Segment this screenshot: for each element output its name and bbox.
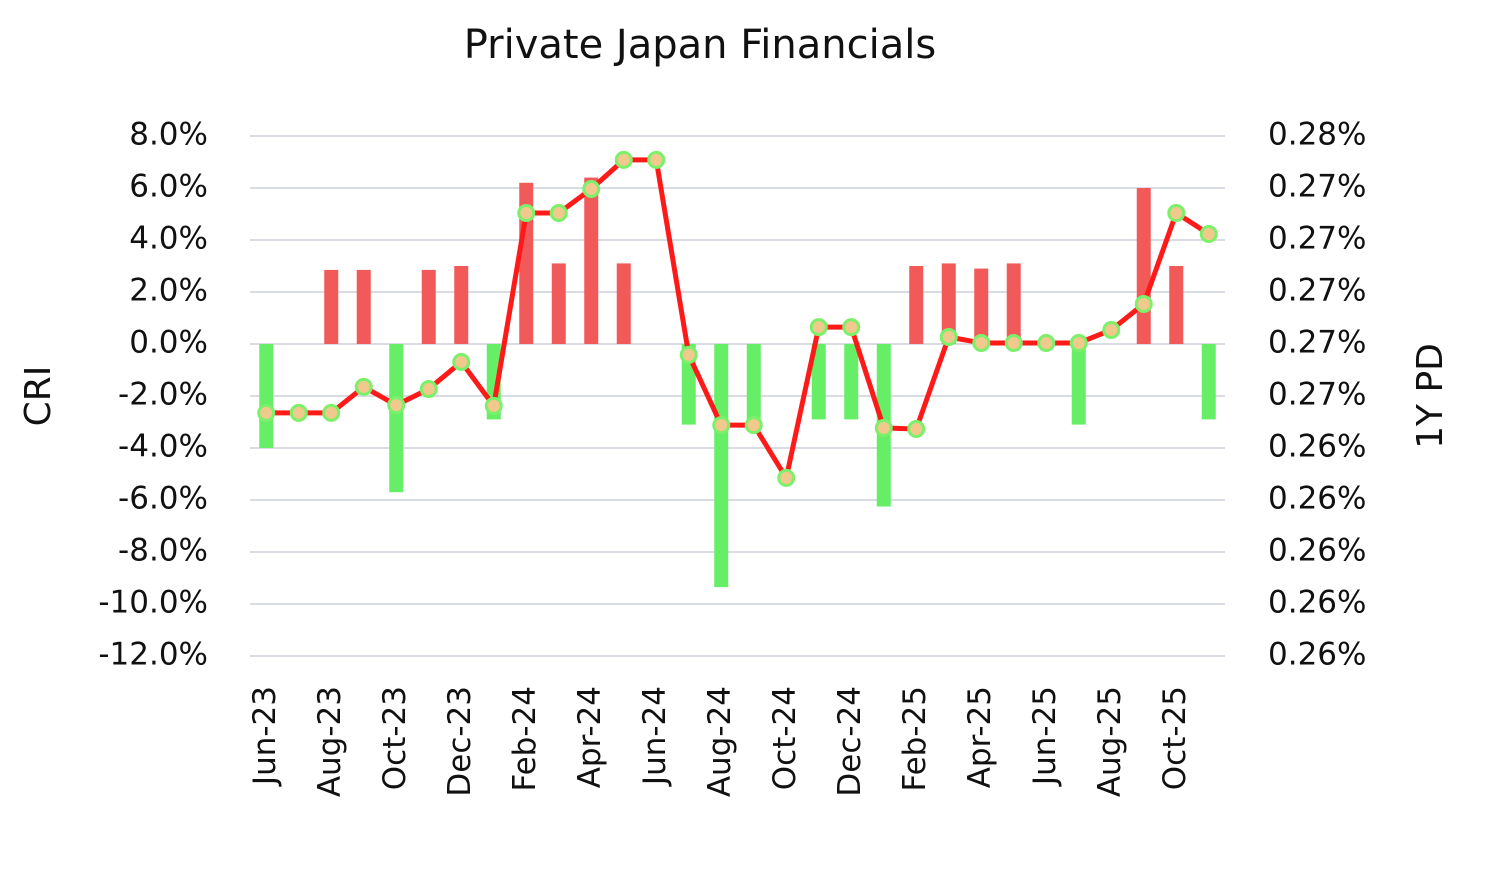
y2-tick-label: 0.28% (1268, 117, 1366, 153)
line-marker (419, 379, 438, 398)
bar (356, 269, 371, 344)
bar (1071, 344, 1086, 425)
line-marker (614, 150, 633, 169)
x-tick-label: Apr-24 (572, 686, 608, 788)
y-tick-label: -2.0% (118, 377, 208, 413)
line-marker (484, 396, 503, 415)
bar (1136, 188, 1151, 344)
x-tick-label: Jun-24 (637, 686, 673, 787)
line-marker (549, 203, 568, 222)
line-marker (582, 180, 601, 199)
line-marker (452, 352, 471, 371)
bar (811, 344, 826, 420)
line-marker (939, 327, 958, 346)
line-marker (1102, 320, 1121, 339)
x-tick-label: Aug-25 (1092, 686, 1128, 797)
bar (324, 269, 339, 344)
line-marker (1037, 333, 1056, 352)
bar (259, 344, 274, 448)
y2-tick-label: 0.27% (1268, 325, 1366, 361)
y-tick-label: -10.0% (98, 585, 208, 621)
line-marker (777, 468, 796, 487)
y2-tick-label: 0.26% (1268, 533, 1366, 569)
line-marker (712, 416, 731, 435)
bar (389, 344, 404, 493)
bar (746, 344, 761, 425)
y-tick-label: 2.0% (129, 273, 208, 309)
line-marker (1004, 333, 1023, 352)
x-tick-label: Feb-25 (897, 686, 933, 792)
bar (714, 344, 729, 588)
y2-tick-label: 0.26% (1268, 481, 1366, 517)
y-tick-label: -4.0% (118, 429, 208, 465)
bar (941, 263, 956, 344)
line-marker (1134, 294, 1153, 313)
line-marker (289, 403, 308, 422)
line-marker (842, 318, 861, 337)
line (266, 157, 1211, 481)
x-tick-label: Oct-23 (377, 686, 413, 790)
line-marker (1069, 333, 1088, 352)
bar (1006, 263, 1021, 344)
line-marker (257, 403, 276, 422)
y-tick-label: -8.0% (118, 533, 208, 569)
y-tick-label: 0.0% (129, 325, 208, 361)
y2-tick-label: 0.27% (1268, 221, 1366, 257)
line-marker (907, 420, 926, 439)
bar (1169, 266, 1184, 344)
y2-tick-label: 0.26% (1268, 637, 1366, 673)
x-tick-label: Apr-25 (962, 686, 998, 788)
line-marker (679, 345, 698, 364)
y-tick-label: 6.0% (129, 169, 208, 205)
bar (844, 344, 859, 420)
bar (909, 266, 924, 344)
bar (974, 268, 989, 344)
line-marker (1167, 203, 1186, 222)
y-axis-label: CRI (18, 366, 59, 427)
bar (584, 177, 599, 344)
line-marker (809, 318, 828, 337)
x-tick-label: Dec-24 (832, 686, 868, 797)
bar (551, 263, 566, 344)
x-tick-label: Aug-23 (312, 686, 348, 797)
x-tick-label: Aug-24 (702, 686, 738, 797)
x-tick-label: Dec-23 (442, 686, 478, 797)
line-marker (1199, 225, 1218, 244)
line-marker (647, 150, 666, 169)
chart-title: Private Japan Financials (464, 22, 936, 68)
line-marker (972, 333, 991, 352)
bar (421, 269, 436, 344)
line-marker (354, 377, 373, 396)
x-tick-label: Jun-25 (1027, 686, 1063, 787)
x-tick-label: Jun-23 (247, 686, 283, 787)
bar (616, 263, 631, 344)
y-tick-label: -6.0% (118, 481, 208, 517)
x-tick-label: Oct-24 (767, 686, 803, 790)
y-tick-label: -12.0% (98, 637, 208, 673)
y2-tick-label: 0.27% (1268, 377, 1366, 413)
x-tick-label: Oct-25 (1157, 686, 1193, 790)
line-marker (517, 203, 536, 222)
y2-tick-label: 0.26% (1268, 429, 1366, 465)
y2-tick-label: 0.26% (1268, 585, 1366, 621)
bar (454, 266, 469, 344)
y2-axis-label: 1Y PD (1410, 343, 1451, 449)
x-tick-label: Feb-24 (507, 686, 543, 792)
line-marker (874, 418, 893, 437)
y-tick-label: 4.0% (129, 221, 208, 257)
y2-tick-label: 0.27% (1268, 169, 1366, 205)
y2-tick-label: 0.27% (1268, 273, 1366, 309)
line-marker (387, 396, 406, 415)
line-marker (744, 416, 763, 435)
bar (1201, 344, 1216, 420)
y-tick-label: 8.0% (129, 117, 208, 153)
line-marker (322, 403, 341, 422)
